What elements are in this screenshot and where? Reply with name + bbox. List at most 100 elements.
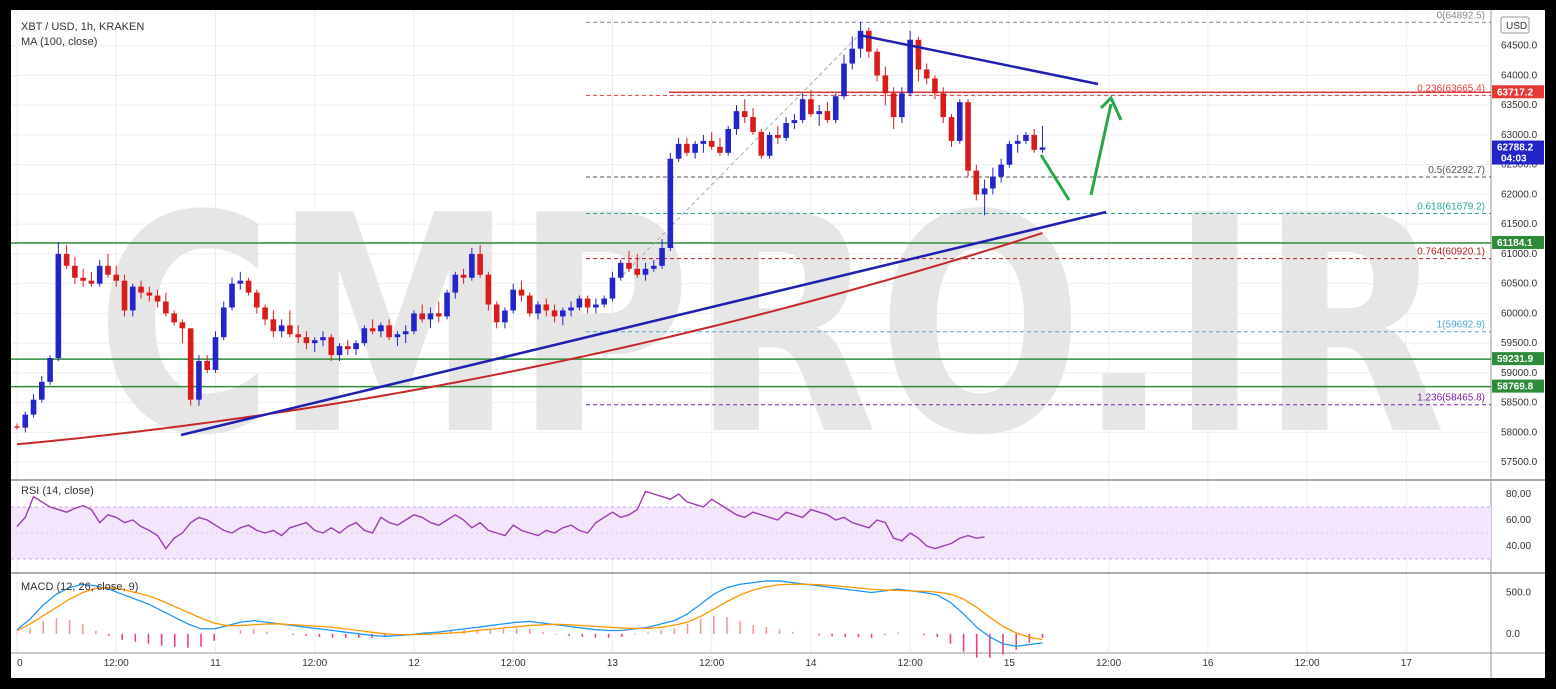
candle-body [113, 274, 120, 281]
macd-line [16, 580, 1043, 647]
candle-body [22, 414, 29, 428]
candle-body [824, 111, 831, 121]
candle-body [518, 289, 525, 296]
candle-body [733, 111, 740, 129]
currency-badge-box[interactable] [1500, 16, 1530, 34]
candle-body [39, 381, 45, 400]
time-tick-label: 12:00 [1096, 658, 1121, 669]
price-axis: 57500.0 58000.0 58500.0 59000.0 59500.0 60000… [1501, 41, 1538, 468]
candle-body [278, 325, 285, 332]
price-tick-label: 64500.0 [1501, 41, 1538, 52]
fib-label: 0.764(60920.1) [1417, 247, 1485, 258]
price-tick-label: 59000.0 [1501, 368, 1538, 379]
candle-body [882, 75, 889, 94]
candle-body [287, 325, 293, 335]
candle-body [593, 304, 599, 308]
time-tick-label: 14 [805, 658, 817, 669]
candle-body [320, 337, 326, 341]
time-tick-label: 12:00 [104, 658, 129, 669]
candle-body [378, 325, 384, 332]
candle-body [808, 99, 814, 115]
fib-label: 0.618(61679.2) [1417, 202, 1485, 213]
candle-body [245, 280, 252, 293]
macd-tick-label: 500.0 [1506, 588, 1531, 599]
candle-body [874, 51, 880, 76]
candle-body [138, 286, 144, 293]
fib-label: 0.5(62292.7) [1428, 165, 1485, 176]
candle-body [204, 361, 211, 370]
time-tick-label: 17 [1401, 658, 1413, 669]
candle-body [394, 334, 401, 338]
candle-body [444, 292, 450, 317]
candle-body [923, 69, 930, 79]
price-tag-box [1492, 379, 1544, 393]
candle-body [485, 274, 492, 305]
candle-body [345, 346, 351, 350]
candle-body [270, 319, 277, 332]
price-tag-box [1492, 235, 1544, 249]
candle-body [915, 39, 922, 70]
time-tick-label: 12:00 [501, 658, 526, 669]
candle-body [700, 140, 707, 144]
fib-label: 0(64892.5) [1437, 10, 1485, 21]
rsi-tick-label: 60.00 [1506, 515, 1531, 526]
candle-body [1023, 134, 1029, 141]
candle-body [634, 268, 641, 275]
candles [14, 21, 1046, 433]
candle-body [584, 298, 591, 308]
candle-body [526, 295, 533, 314]
price-tick-label: 62000.0 [1501, 189, 1538, 200]
candle-body [857, 30, 864, 49]
ma100-polyline [16, 232, 1043, 446]
candle-body [129, 286, 136, 311]
candle-body [171, 313, 177, 323]
candle-body [890, 93, 897, 118]
candle-body [741, 111, 748, 118]
candle-body [402, 331, 409, 335]
candle-body [361, 328, 368, 344]
candle-body [940, 93, 947, 118]
candle-body [849, 48, 856, 64]
candle-body [121, 280, 128, 311]
price-tags: 63717.2 62788.204:03 61184.1 59231.9 58769.8 [1492, 85, 1544, 393]
candle-body [717, 146, 723, 153]
candle-body [609, 277, 616, 299]
ma-label: MA (100, close) [21, 36, 97, 48]
candle-body [642, 268, 649, 275]
candle-body [791, 120, 798, 124]
candle-body [899, 93, 905, 118]
candle-body [295, 334, 301, 338]
rsi-pane: 40.00 60.00 80.00 [11, 489, 1531, 560]
candle-body [80, 277, 86, 281]
arrow-head [1099, 95, 1123, 121]
candle-body [510, 289, 516, 311]
macd-pane: 0.0 500.0 [16, 580, 1531, 658]
candle-body [88, 280, 95, 284]
candle-body [725, 128, 732, 153]
candle-body [47, 358, 53, 382]
arrow-down-leg [1039, 154, 1071, 201]
time-tick-label: 16 [1202, 658, 1214, 669]
price-tick-label: 60000.0 [1501, 308, 1538, 319]
candle-body [783, 123, 789, 138]
candle-body [229, 283, 235, 308]
trading-chart: CMPRO.IR 0(64892.5) 0.236(63665.4) 0.5(622… [11, 10, 1545, 678]
resistance-trendline [858, 33, 1099, 86]
price-tag-text: 59231.9 [1497, 354, 1534, 365]
price-tag-box [1492, 352, 1544, 366]
macd-label: MACD (12, 26, close, 9) [21, 581, 138, 593]
time-tick-label: 11 [210, 658, 221, 669]
candle-body [427, 313, 434, 320]
candle-body [237, 280, 244, 284]
candle-body [816, 111, 822, 115]
candle-body [262, 307, 268, 320]
support-trendline [180, 210, 1107, 437]
candle-body [311, 340, 318, 344]
candle-body [560, 310, 566, 317]
price-tick-label: 57500.0 [1501, 457, 1538, 468]
candle-body [477, 253, 483, 275]
candle-body [30, 399, 37, 415]
fibonacci-levels: 0(64892.5) 0.236(63665.4) 0.5(62292.7) 0.61… [586, 10, 1491, 406]
candle-body [965, 102, 971, 171]
candle-body [981, 188, 988, 195]
